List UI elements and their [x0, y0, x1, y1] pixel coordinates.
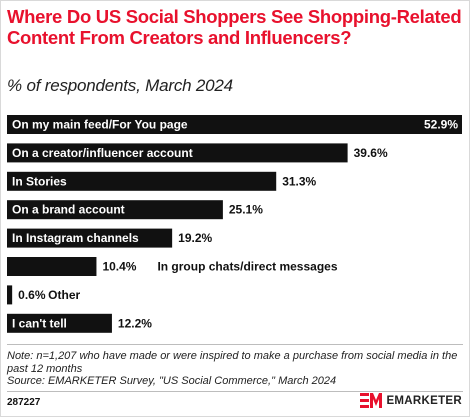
emarketer-logo-icon [360, 393, 383, 408]
category-label-6: Other [48, 288, 80, 302]
value-label-0: 52.9% [424, 118, 458, 132]
note-text: Note: n=1,207 who have made or were insp… [7, 350, 458, 375]
value-label-7: 12.2% [118, 316, 152, 330]
category-label-5: In group chats/direct messages [157, 260, 337, 274]
note-block: Note: n=1,207 who have made or were insp… [7, 350, 463, 388]
bar-0 [7, 115, 462, 134]
chart-title: Where Do US Social Shoppers See Shopping… [7, 6, 462, 48]
note-divider [7, 344, 463, 345]
bar-chart: On my main feed/For You page 52.9% On a cr… [7, 115, 462, 333]
category-label-2: In Stories [12, 174, 67, 188]
category-label-1: On a creator/influencer account [12, 146, 193, 160]
bar-6 [7, 285, 13, 305]
bar-5 [7, 257, 97, 276]
bar-1 [7, 143, 348, 163]
value-label-2: 31.3% [282, 174, 316, 188]
category-label-4: In Instagram channels [12, 231, 139, 245]
bar-7 [7, 313, 112, 333]
chart-subtitle: % of respondents, March 2024 [7, 76, 233, 95]
category-label-3: On a brand account [12, 203, 125, 217]
chart-id: 287227 [7, 397, 41, 408]
value-label-1: 39.6% [354, 146, 388, 160]
bar-3 [7, 200, 223, 220]
footer-divider [7, 391, 463, 392]
source-text: Source: EMARKETER Survey, "US Social Com… [7, 375, 337, 387]
value-label-3: 25.1% [229, 203, 263, 217]
bar-4 [7, 228, 173, 248]
brand-name: EMARKETER [386, 394, 462, 407]
value-label-4: 19.2% [178, 231, 212, 245]
value-label-5: 10.4% [102, 260, 136, 274]
value-label-6: 0.6% [18, 288, 46, 302]
bar-2 [7, 171, 277, 191]
category-label-0: On my main feed/For You page [12, 118, 188, 132]
emarketer-logo: EMARKETER [360, 393, 462, 408]
category-label-7: I can't tell [12, 316, 67, 330]
